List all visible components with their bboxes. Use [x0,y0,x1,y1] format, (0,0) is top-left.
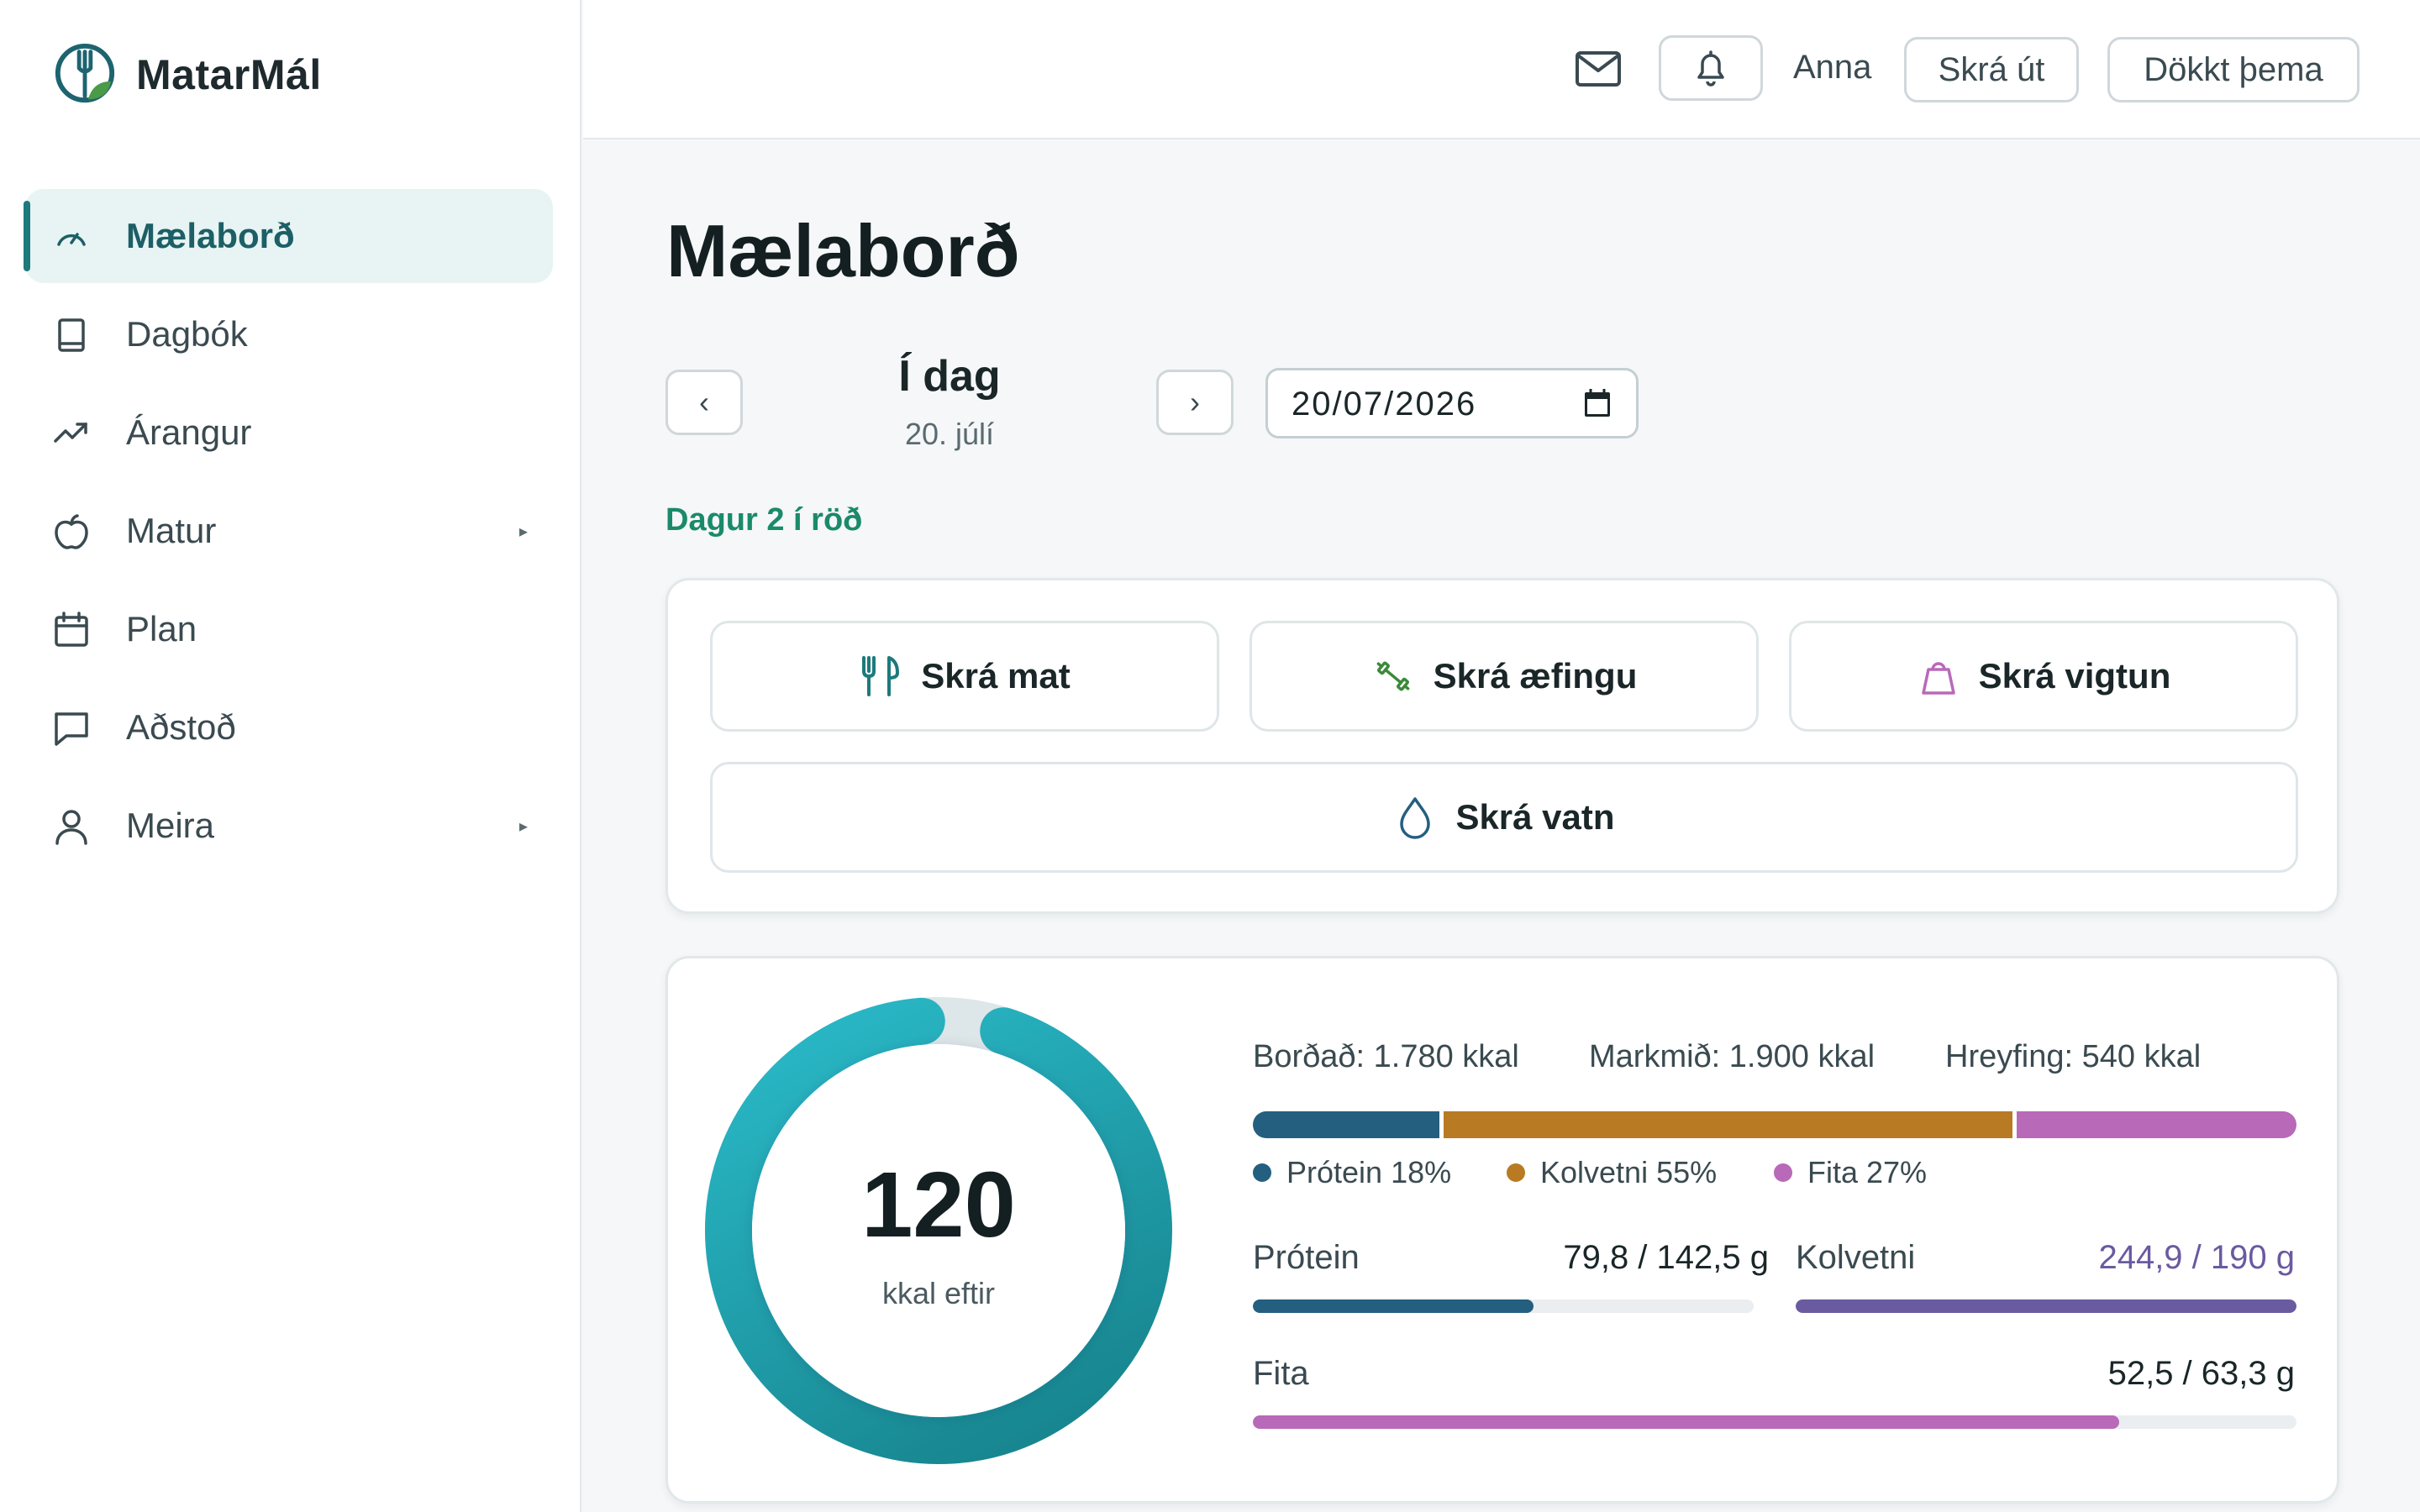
kcal-remaining-value: 120 [861,1153,1016,1257]
bell-icon [1697,50,1724,87]
protein-segment [1253,1111,1439,1138]
sidebar-item-dagbok[interactable]: Dagbók [25,287,553,381]
trending-up-icon [52,414,91,453]
log-food-button[interactable]: Skrá mat [710,621,1219,732]
fat-segment [2012,1111,2296,1138]
sidebar-item-meira[interactable]: Meira ▸ [25,779,553,873]
date-picker-input[interactable]: 20/07/2026 [1265,368,1639,438]
carbs-segment [1439,1111,2013,1138]
carbs-value: 244,9 / 190 g [2098,1239,2295,1276]
weight-icon [1921,662,1955,695]
log-exercise-label: Skrá æfingu [1433,656,1638,696]
legend-fat: Fita 27% [1774,1155,1927,1190]
sidebar-item-maelabord[interactable]: Mælaborð [24,189,553,283]
carbs-label: Kolvetni [1796,1239,1916,1276]
macro-split-bar [1253,1111,2296,1138]
logo-icon [55,43,115,103]
sidebar-nav: Mælaborð Dagbók Árangur Matur ▸ Plan [24,189,553,877]
day-subtitle: 20. júlí [904,417,995,451]
sidebar-item-label: Matur [126,511,217,550]
legend-label: Prótein 18% [1286,1155,1452,1189]
sidebar-item-arangur[interactable]: Árangur [25,386,553,480]
calendar-icon [52,611,91,649]
sidebar-item-label: Mælaborð [126,216,295,255]
sidebar-item-label: Dagbók [126,314,248,354]
log-exercise-button[interactable]: Skrá æfingu [1249,621,1759,732]
sidebar-item-matur[interactable]: Matur ▸ [25,484,553,578]
calorie-ring: 120 kkal eftir [702,994,1176,1467]
water-drop-icon [1400,797,1431,839]
fat-value: 52,5 / 63,3 g [2107,1355,2295,1392]
page-title: Mælaborð [666,209,1020,292]
apple-icon [52,512,91,551]
legend-label: Fita 27% [1807,1155,1928,1189]
date-value: 20/07/2026 [1292,386,1477,423]
log-water-label: Skrá vatn [1455,797,1615,837]
legend-protein: Prótein 18% [1253,1155,1451,1190]
dark-theme-button[interactable]: Dökkt þema [2107,37,2360,102]
quick-actions-card: Skrá mat Skrá æfingu Skrá vigtun Skrá va… [666,578,2339,914]
log-food-label: Skrá mat [921,656,1071,696]
previous-day-button[interactable]: ‹ [666,370,743,435]
app-logo[interactable]: MatarMál [52,40,322,109]
sidebar-item-label: Aðstoð [126,707,236,747]
protein-progress-track [1253,1299,1754,1313]
next-day-button[interactable]: › [1156,370,1234,435]
logout-button[interactable]: Skrá út [1904,37,2079,102]
legend-dot [1774,1163,1792,1182]
kcal-remaining-label: kkal eftir [881,1276,996,1310]
fat-progress-track [1253,1415,2296,1429]
carbs-progress-track [1796,1299,2296,1313]
legend-label: Kolvetni 55% [1540,1155,1718,1189]
top-header: Anna Skrá út Dökkt þema [583,0,2420,139]
protein-value: 79,8 / 142,5 g [1563,1239,1769,1276]
calorie-ring-progress [705,997,1172,1464]
sidebar-item-label: Árangur [126,412,252,452]
exercise-stat: Hreyfing: 540 kkal [1945,1039,2202,1074]
sidebar-item-label: Plan [126,609,197,648]
legend-dot [1507,1163,1525,1182]
streak-label: Dagur 2 í röð [666,502,863,538]
book-icon [52,316,91,354]
goal-stat: Markmið: 1.900 kkal [1589,1039,1876,1074]
user-name[interactable]: Anna [1793,49,1872,86]
submenu-caret-icon: ▸ [518,816,528,836]
sidebar-item-label: Meira [126,806,215,845]
sidebar: MatarMál Mælaborð Dagbók Árangur Matur [0,0,581,1512]
app-name: MatarMál [136,51,322,98]
carbs-progress-fill [1796,1299,2296,1313]
fat-progress-fill [1253,1415,2119,1429]
protein-progress-fill [1253,1299,1534,1313]
gauge-icon [52,218,91,256]
eaten-stat: Borðað: 1.780 kkal [1253,1039,1519,1074]
log-weight-button[interactable]: Skrá vigtun [1789,621,2298,732]
dumbbell-icon [1376,661,1410,691]
sidebar-item-plan[interactable]: Plan [25,582,553,676]
daily-summary-card: 120 kkal eftir Borðað: 1.780 kkal Markmi… [666,956,2339,1504]
fork-knife-icon [862,656,900,696]
fat-label: Fita [1253,1355,1309,1392]
protein-label: Prótein [1253,1239,1360,1276]
legend-carbs: Kolvetni 55% [1507,1155,1717,1190]
user-icon [52,807,91,846]
day-title: Í dag [898,352,1001,401]
calendar-icon[interactable] [1582,387,1612,419]
mail-icon[interactable] [1575,49,1622,89]
notifications-button[interactable] [1659,35,1763,101]
submenu-caret-icon: ▸ [518,522,528,541]
legend-dot [1253,1163,1271,1182]
log-water-button[interactable]: Skrá vatn [710,762,2298,873]
log-weight-label: Skrá vigtun [1978,656,2171,696]
sidebar-item-adstod[interactable]: Aðstoð [25,680,553,774]
chat-icon [52,709,91,748]
